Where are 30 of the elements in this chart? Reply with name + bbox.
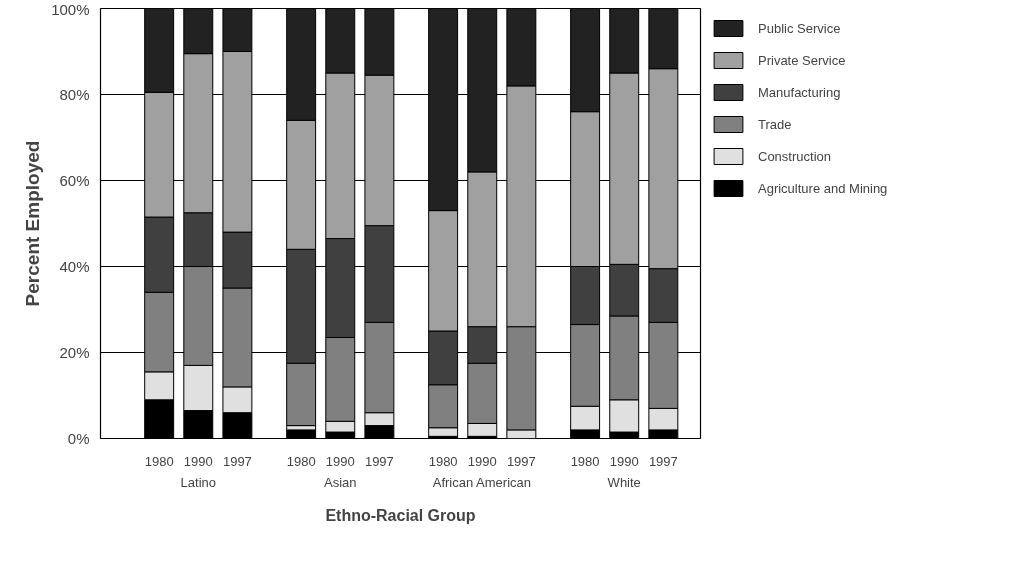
x-tick-label: 1980	[286, 453, 316, 469]
x-axis-title: Ethno-Racial Group	[325, 506, 476, 524]
text: White	[607, 474, 641, 490]
text: Asian	[324, 474, 357, 490]
x-tick-label: 1990	[467, 453, 497, 469]
x-tick-label: 1997	[506, 453, 536, 469]
x-tick-label: 1980	[428, 453, 458, 469]
legend-label: Construction	[758, 148, 831, 164]
x-tick-label: 1980	[144, 453, 174, 469]
x-tick-label: 1997	[222, 453, 252, 469]
y-tick-label: 80%	[59, 86, 90, 103]
x-tick-label: 1990	[609, 453, 639, 469]
legend-label: Manufacturing	[758, 84, 841, 100]
y-tick-label: 100%	[51, 0, 90, 18]
legend-label: Public Service	[758, 20, 841, 36]
x-tick-label: 1990	[325, 453, 355, 469]
y-tick-label: 20%	[59, 344, 90, 361]
x-tick-label: 1990	[183, 453, 213, 469]
text: African American	[432, 474, 532, 490]
text: Latino	[180, 474, 216, 490]
x-tick-label: 1997	[648, 453, 678, 469]
y-tick-label: 40%	[59, 258, 90, 275]
y-tick-label: 0%	[67, 430, 90, 447]
legend-label: Agriculture and Mining	[758, 180, 888, 196]
legend-label: Trade	[758, 116, 792, 132]
y-tick-label: 60%	[59, 172, 90, 189]
legend-label: Private Service	[758, 52, 846, 68]
x-tick-label: 1997	[364, 453, 394, 469]
y-axis-title: Percent Employed	[22, 140, 44, 307]
x-tick-label: 1980	[570, 453, 600, 469]
